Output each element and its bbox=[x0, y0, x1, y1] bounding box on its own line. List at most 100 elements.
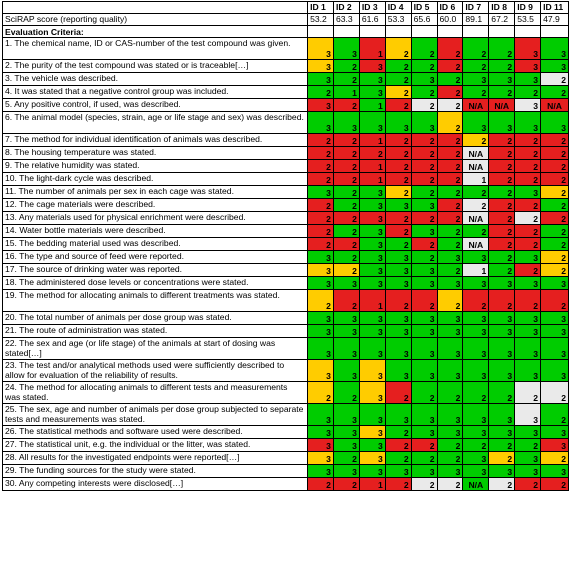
rating-cell: 3 bbox=[358, 381, 386, 404]
criterion-row: 27. The statistical unit, e.g. the indiv… bbox=[1, 438, 569, 452]
rating-cell: 3 bbox=[488, 311, 516, 325]
rating-cell: 2 bbox=[384, 59, 412, 73]
rating-cell: 3 bbox=[514, 185, 542, 199]
rating-cell: 3 bbox=[358, 224, 386, 238]
rating-cell: 2 bbox=[462, 85, 490, 99]
rating-cell: 2 bbox=[332, 451, 360, 465]
rating-cell: 2 bbox=[436, 438, 464, 452]
rating-cell: 2 bbox=[488, 224, 516, 238]
rating-cell: 1 bbox=[358, 133, 386, 147]
study-id-header: ID 9 bbox=[514, 1, 542, 14]
rating-cell: 2 bbox=[332, 381, 360, 404]
rating-cell: 2 bbox=[410, 85, 438, 99]
criterion-text: 14. Water bottle materials were describe… bbox=[1, 224, 309, 238]
criterion-row: 3. The vehicle was described. 3 2 3 2 3 2 3 3 3 2 bbox=[1, 72, 569, 86]
rating-cell: 3 bbox=[358, 263, 386, 277]
rating-cell: 2 bbox=[540, 289, 569, 312]
criterion-text: 11. The number of animals per sex in eac… bbox=[1, 185, 309, 199]
rating-cell: 2 bbox=[488, 133, 516, 147]
rating-cell: 3 bbox=[488, 72, 516, 86]
rating-cell: 2 bbox=[540, 172, 569, 186]
criterion-text: 8. The housing temperature was stated. bbox=[1, 146, 309, 160]
rating-cell: 2 bbox=[436, 133, 464, 147]
rating-cell: 1 bbox=[358, 37, 386, 60]
score-value: 65.6 bbox=[410, 13, 438, 26]
rating-cell: 2 bbox=[462, 381, 490, 404]
rating-cell: 3 bbox=[410, 198, 438, 212]
rating-cell: 3 bbox=[436, 337, 464, 360]
rating-cell: 2 bbox=[436, 159, 464, 173]
rating-cell: 3 bbox=[358, 425, 386, 439]
rating-cell: 2 bbox=[488, 211, 516, 225]
rating-cell: 2 bbox=[514, 381, 542, 404]
study-id-header: ID 7 bbox=[462, 1, 490, 14]
rating-cell: 2 bbox=[410, 159, 438, 173]
rating-cell: 2 bbox=[410, 98, 438, 112]
rating-cell: 3 bbox=[358, 403, 386, 426]
rating-cell: 3 bbox=[488, 425, 516, 439]
rating-cell: 3 bbox=[462, 250, 490, 264]
rating-cell: 2 bbox=[307, 159, 334, 173]
rating-cell: 2 bbox=[514, 85, 542, 99]
rating-cell: 2 bbox=[514, 477, 542, 491]
criterion-text: 19. The method for allocating animals to… bbox=[1, 289, 309, 312]
rating-cell: 2 bbox=[488, 289, 516, 312]
criterion-row: 7. The method for individual identificat… bbox=[1, 133, 569, 147]
rating-cell: 3 bbox=[358, 211, 386, 225]
study-id-header: ID 4 bbox=[384, 1, 412, 14]
rating-cell: 2 bbox=[436, 198, 464, 212]
criterion-text: 22. The sex and age (or life stage) of t… bbox=[1, 337, 309, 360]
rating-cell: 1 bbox=[332, 85, 360, 99]
rating-cell: 3 bbox=[436, 425, 464, 439]
criterion-text: 25. The sex, age and number of animals p… bbox=[1, 403, 309, 426]
criterion-row: 18. The administered dose levels or conc… bbox=[1, 276, 569, 290]
rating-cell: 2 bbox=[410, 289, 438, 312]
rating-cell: 2 bbox=[332, 477, 360, 491]
rating-cell: N/A bbox=[462, 211, 490, 225]
rating-cell: 3 bbox=[462, 464, 490, 478]
score-value: 53.2 bbox=[307, 13, 334, 26]
criterion-text: 30. Any competing interests were disclos… bbox=[1, 477, 309, 491]
rating-cell: 3 bbox=[410, 276, 438, 290]
study-id-header: ID 5 bbox=[410, 1, 438, 14]
rating-cell: 2 bbox=[436, 85, 464, 99]
rating-cell: 2 bbox=[514, 263, 542, 277]
rating-cell: 2 bbox=[488, 237, 516, 251]
criterion-text: 26. The statistical methods and software… bbox=[1, 425, 309, 439]
scirap-evaluation-table: ID 1 ID 2 ID 3 ID 4 ID 5 ID 6 ID 7 ID 8 … bbox=[1, 1, 569, 491]
rating-cell: 3 bbox=[514, 98, 542, 112]
rating-cell: 2 bbox=[410, 451, 438, 465]
rating-cell: 2 bbox=[436, 263, 464, 277]
rating-cell: 2 bbox=[488, 172, 516, 186]
rating-cell: 3 bbox=[514, 425, 542, 439]
rating-cell: 2 bbox=[332, 198, 360, 212]
rating-cell: 2 bbox=[462, 185, 490, 199]
rating-cell: 2 bbox=[410, 211, 438, 225]
rating-cell: 2 bbox=[488, 185, 516, 199]
rating-cell: 3 bbox=[436, 359, 464, 382]
rating-cell: 3 bbox=[488, 337, 516, 360]
rating-cell: 3 bbox=[384, 324, 412, 338]
rating-cell: N/A bbox=[488, 98, 516, 112]
rating-cell: 2 bbox=[410, 133, 438, 147]
rating-cell: 2 bbox=[384, 85, 412, 99]
rating-cell: 3 bbox=[307, 185, 334, 199]
rating-cell: 2 bbox=[384, 98, 412, 112]
rating-cell: 2 bbox=[540, 237, 569, 251]
rating-cell: 3 bbox=[307, 59, 334, 73]
rating-cell: 2 bbox=[540, 263, 569, 277]
rating-cell: 3 bbox=[358, 311, 386, 325]
rating-cell: 2 bbox=[488, 381, 516, 404]
score-value: 53.5 bbox=[514, 13, 542, 26]
rating-cell: 3 bbox=[410, 359, 438, 382]
rating-cell: 2 bbox=[514, 289, 542, 312]
rating-cell: 3 bbox=[307, 37, 334, 60]
rating-cell: 3 bbox=[307, 425, 334, 439]
rating-cell: 3 bbox=[462, 451, 490, 465]
rating-cell: 2 bbox=[462, 133, 490, 147]
rating-cell: 1 bbox=[462, 172, 490, 186]
criterion-text: 13. Any materials used for physical enri… bbox=[1, 211, 309, 225]
criterion-text: 3. The vehicle was described. bbox=[1, 72, 309, 86]
criterion-text: 27. The statistical unit, e.g. the indiv… bbox=[1, 438, 309, 452]
rating-cell: 3 bbox=[410, 263, 438, 277]
